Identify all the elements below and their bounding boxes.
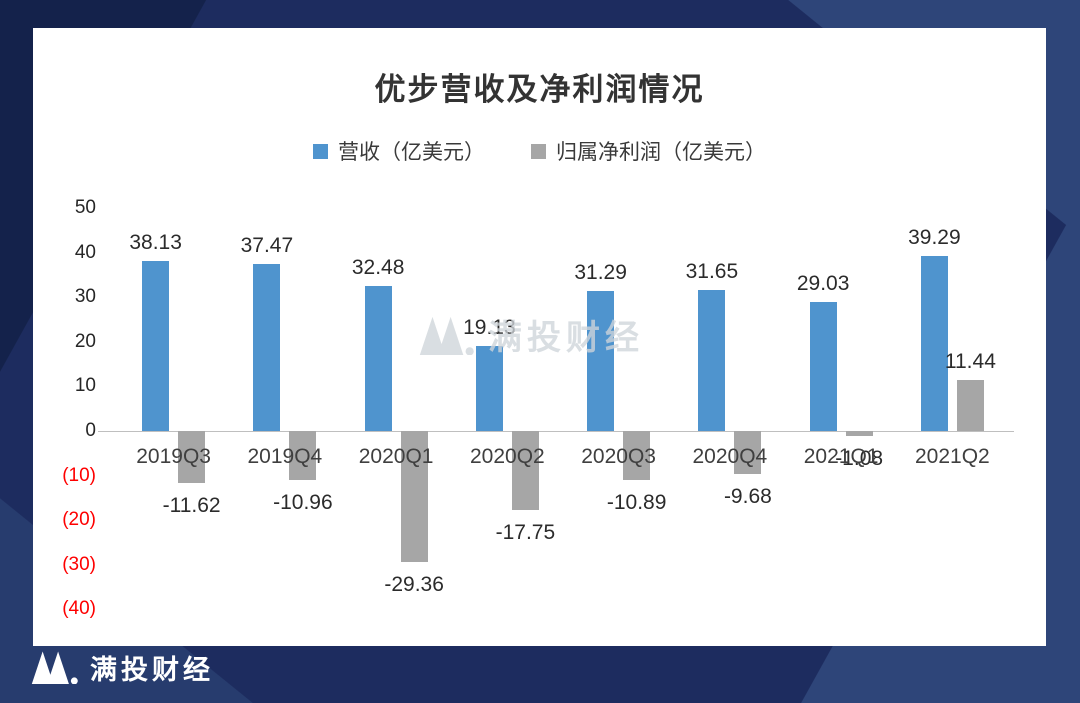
- y-axis-tick: 10: [74, 375, 96, 397]
- chart-panel: 优步营收及净利润情况 营收（亿美元） 归属净利润（亿美元） 50 40 30 20 10…: [33, 28, 1046, 646]
- chart-title: 优步营收及净利润情况: [374, 72, 705, 107]
- revenue-bar: [142, 260, 170, 431]
- y-axis-tick: (20): [62, 509, 96, 531]
- profit-data-label: -11.62: [162, 493, 221, 517]
- x-axis-label: 2019Q4: [247, 445, 323, 468]
- profit-data-label: 11.44: [944, 349, 996, 373]
- x-axis-label: 2020Q3: [581, 445, 656, 468]
- legend-label-profit: 归属净利润（亿美元）: [556, 141, 766, 164]
- revenue-data-label: 31.29: [574, 261, 627, 285]
- revenue-bar: [698, 289, 726, 431]
- legend: 营收（亿美元） 归属净利润（亿美元）: [33, 136, 1046, 166]
- x-axis-label: 2020Q4: [692, 445, 768, 468]
- x-axis-label: 2019Q3: [136, 445, 211, 468]
- profit-data-label: -10.96: [273, 490, 333, 514]
- revenue-data-label: 38.13: [129, 230, 182, 254]
- x-axis-label: 2021Q2: [915, 445, 990, 468]
- revenue-bar: [253, 263, 281, 431]
- profit-bar: [400, 431, 428, 562]
- revenue-bar: [809, 301, 837, 431]
- y-axis-tick: (40): [62, 598, 96, 620]
- profit-data-label: -9.68: [723, 485, 772, 509]
- profit-data-label: -17.75: [495, 521, 556, 545]
- x-axis-label: 2020Q1: [358, 445, 434, 468]
- x-axis-label: 2021Q1: [803, 445, 879, 468]
- revenue-data-label: 32.48: [351, 256, 405, 280]
- revenue-bar: [364, 286, 392, 431]
- profit-bar: [511, 431, 539, 511]
- profit-swatch-icon: [531, 143, 546, 159]
- y-axis-tick: 40: [74, 241, 96, 263]
- revenue-swatch-icon: [313, 143, 328, 159]
- revenue-data-label: 39.29: [908, 225, 961, 249]
- x-axis-label: 2020Q2: [470, 445, 545, 468]
- revenue-data-label: 29.03: [796, 271, 850, 295]
- y-axis-tick: (10): [62, 464, 96, 486]
- legend-label-revenue: 营收（亿美元）: [338, 141, 485, 164]
- profit-data-label: -1.08: [835, 446, 884, 470]
- legend-item-profit: 归属净利润（亿美元）: [531, 136, 766, 166]
- revenue-data-label: 31.65: [685, 259, 739, 283]
- footer-brand: 满投财经: [30, 645, 214, 689]
- revenue-data-label: 19.13: [463, 315, 516, 339]
- revenue-bar: [920, 255, 948, 431]
- y-axis-tick: 30: [74, 286, 96, 308]
- revenue-bar: [475, 345, 503, 431]
- profit-data-label: -10.89: [606, 490, 667, 514]
- profit-bar: [289, 431, 317, 480]
- profit-bar: [956, 379, 984, 431]
- plot-area: 38.13 -11.62 2019Q3 37.47 -10.96 2019Q4 32.48 -…: [98, 208, 1014, 653]
- revenue-data-label: 37.47: [240, 233, 294, 257]
- revenue-bar: [587, 291, 615, 431]
- profit-bar: [845, 431, 873, 436]
- zero-axis-line: [98, 431, 1014, 432]
- legend-item-revenue: 营收（亿美元）: [313, 136, 485, 166]
- profit-bar: [178, 431, 206, 483]
- brand-name: 满投财经: [90, 654, 214, 685]
- profit-data-label: -29.36: [384, 572, 444, 596]
- y-axis-tick: 20: [74, 330, 96, 352]
- profit-bar: [623, 431, 651, 480]
- y-axis-tick: (30): [62, 553, 96, 575]
- profit-bar: [734, 431, 762, 475]
- y-axis-tick: 0: [85, 420, 96, 441]
- brand-logo-m-icon: [31, 651, 78, 684]
- y-axis-tick: 50: [74, 197, 96, 218]
